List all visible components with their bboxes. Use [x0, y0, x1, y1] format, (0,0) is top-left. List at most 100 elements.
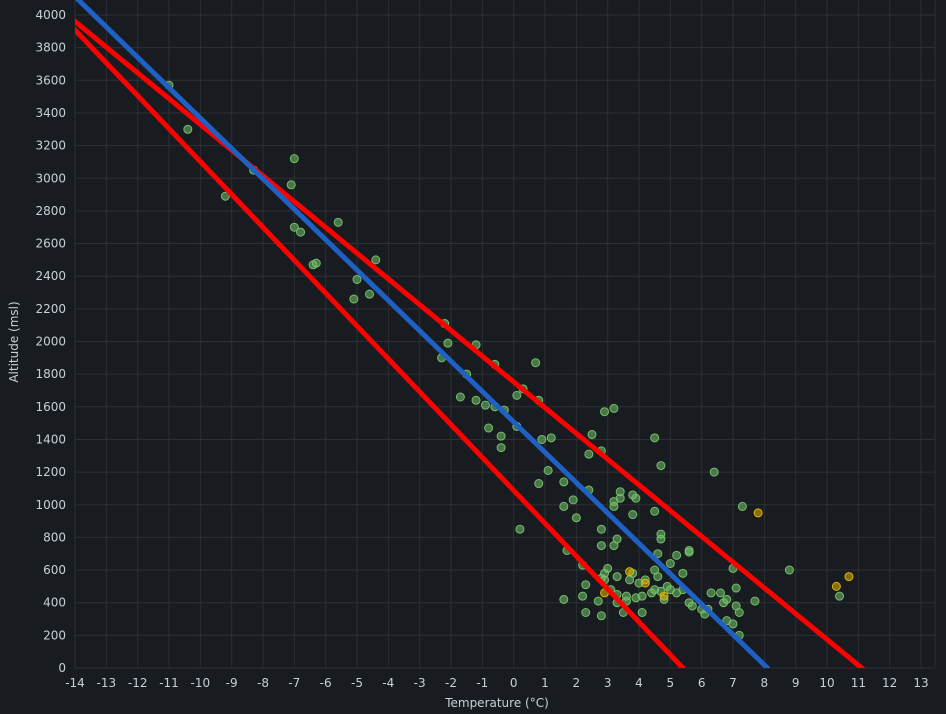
x-tick-label: -1	[476, 676, 488, 690]
data-point	[559, 501, 569, 511]
data-point	[455, 392, 465, 402]
y-tick-label: 3200	[35, 139, 66, 153]
data-point	[289, 222, 299, 232]
data-point	[737, 501, 747, 511]
x-tick-label: -4	[382, 676, 394, 690]
data-point	[559, 594, 569, 604]
data-point	[728, 619, 738, 629]
data-point	[715, 588, 725, 598]
data-point	[593, 596, 603, 606]
lower-bound-line	[75, 26, 686, 668]
data-point	[559, 477, 569, 487]
x-tick-label: -5	[351, 676, 363, 690]
data-point	[596, 611, 606, 621]
upper-bound-line	[75, 18, 866, 668]
data-point	[628, 510, 638, 520]
data-point	[443, 338, 453, 348]
data-point	[709, 467, 719, 477]
x-tick-label: -3	[414, 676, 426, 690]
y-tick-label: 2400	[35, 269, 66, 283]
data-point	[584, 449, 594, 459]
data-point	[753, 508, 763, 518]
data-point	[650, 433, 660, 443]
y-tick-label: 2200	[35, 302, 66, 316]
data-point	[534, 479, 544, 489]
x-tick-label: 11	[851, 676, 866, 690]
x-tick-label: 1	[541, 676, 549, 690]
data-point	[844, 572, 854, 582]
x-tick-label: 10	[819, 676, 834, 690]
data-point	[365, 289, 375, 299]
data-point	[333, 217, 343, 227]
data-point	[650, 506, 660, 516]
data-point	[571, 513, 581, 523]
data-point	[612, 572, 622, 582]
x-tick-label: -12	[128, 676, 148, 690]
data-points	[164, 80, 854, 640]
data-point	[289, 154, 299, 164]
y-tick-label: 4000	[35, 8, 66, 22]
data-point	[656, 534, 666, 544]
y-tick-label: 600	[43, 563, 66, 577]
trend-lines	[75, 0, 866, 668]
data-point	[296, 227, 306, 237]
x-tick-label: -13	[97, 676, 117, 690]
data-point	[612, 534, 622, 544]
data-point	[831, 581, 841, 591]
x-axis-label: Temperature (°C)	[444, 696, 549, 710]
data-point	[835, 591, 845, 601]
x-tick-label: 7	[729, 676, 737, 690]
data-point	[609, 403, 619, 413]
data-point	[734, 607, 744, 617]
y-axis-label: Altitude (msl)	[7, 301, 21, 382]
data-point	[512, 390, 522, 400]
y-tick-label: 0	[58, 661, 66, 675]
data-point	[471, 395, 481, 405]
y-tick-label: 2600	[35, 237, 66, 251]
data-point	[656, 461, 666, 471]
x-tick-label: -10	[191, 676, 211, 690]
data-point	[531, 358, 541, 368]
x-tick-label: 2	[573, 676, 581, 690]
data-point	[311, 258, 321, 268]
data-point	[371, 255, 381, 265]
y-tick-label: 1600	[35, 400, 66, 414]
data-point	[672, 550, 682, 560]
x-tick-label: 3	[604, 676, 612, 690]
x-tick-label: 6	[698, 676, 706, 690]
y-tick-label: 3800	[35, 41, 66, 55]
data-point	[640, 578, 650, 588]
x-tick-label: -14	[65, 676, 85, 690]
x-tick-label: 13	[913, 676, 928, 690]
x-tick-label: -8	[257, 676, 269, 690]
data-point	[183, 124, 193, 134]
grid	[74, 0, 935, 669]
data-point	[480, 400, 490, 410]
data-point	[515, 524, 525, 534]
data-point	[706, 588, 716, 598]
data-point	[653, 572, 663, 582]
y-tick-label: 1000	[35, 498, 66, 512]
y-axis-ticks: 0 200 400 600 800 1000 1200 1400 1600 1800 2000 220…	[35, 8, 66, 675]
x-tick-label: 4	[635, 676, 643, 690]
x-tick-label: -9	[226, 676, 238, 690]
data-point	[349, 294, 359, 304]
data-point	[784, 565, 794, 575]
data-point	[596, 524, 606, 534]
data-point	[581, 607, 591, 617]
y-tick-label: 3600	[35, 73, 66, 87]
data-point	[750, 596, 760, 606]
x-tick-label: -11	[159, 676, 179, 690]
y-tick-label: 1200	[35, 465, 66, 479]
y-tick-label: 2000	[35, 335, 66, 349]
data-point	[625, 567, 635, 577]
data-point	[496, 443, 506, 453]
data-point	[609, 501, 619, 511]
data-point	[596, 541, 606, 551]
data-point	[220, 191, 230, 201]
y-tick-label: 200	[43, 628, 66, 642]
data-point	[600, 568, 610, 578]
data-point	[665, 559, 675, 569]
data-point	[587, 430, 597, 440]
